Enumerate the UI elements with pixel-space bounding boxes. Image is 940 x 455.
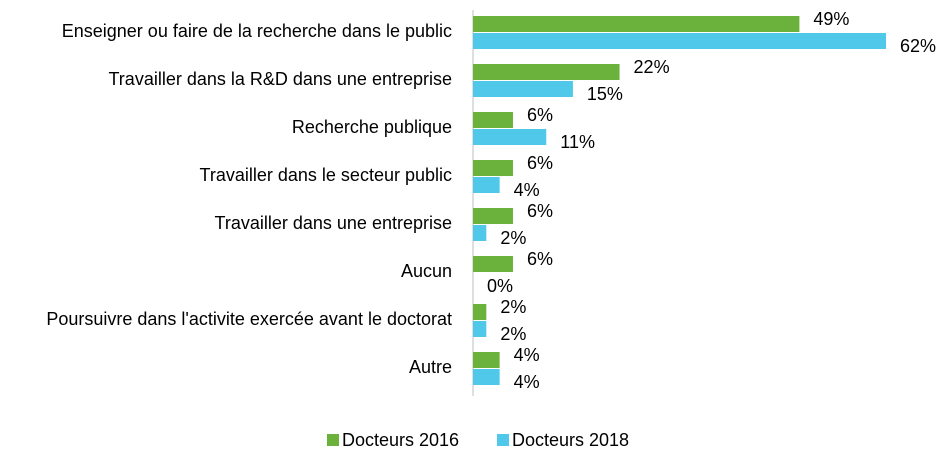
bar	[473, 369, 500, 385]
bar	[473, 321, 487, 337]
value-label: 6%	[527, 249, 553, 269]
bar	[473, 225, 487, 241]
value-label: 2%	[500, 228, 526, 248]
value-label: 22%	[634, 57, 670, 77]
bar	[473, 352, 500, 368]
legend-swatch	[497, 434, 509, 446]
category-label: Travailler dans le secteur public	[200, 165, 452, 185]
value-label: 6%	[527, 201, 553, 221]
value-label: 6%	[527, 105, 553, 125]
bar	[473, 160, 513, 176]
value-label: 2%	[500, 297, 526, 317]
category-label: Autre	[409, 357, 452, 377]
legend-label: Docteurs 2018	[512, 430, 629, 450]
bar	[473, 112, 513, 128]
bar	[473, 16, 800, 32]
bar	[473, 304, 487, 320]
value-label: 2%	[500, 324, 526, 344]
value-label: 11%	[560, 132, 595, 152]
legend-swatch	[327, 434, 339, 446]
category-label: Recherche publique	[292, 117, 452, 137]
bar	[473, 129, 547, 145]
category-label: Travailler dans une entreprise	[215, 213, 452, 233]
value-label: 0%	[487, 276, 513, 296]
legend-label: Docteurs 2016	[342, 430, 459, 450]
category-label: Travailler dans la R&D dans une entrepri…	[108, 69, 452, 89]
category-label: Poursuivre dans l'activite exercée avant…	[46, 309, 452, 329]
value-label: 62%	[900, 36, 936, 56]
category-label: Enseigner ou faire de la recherche dans …	[62, 21, 452, 41]
bar	[473, 64, 620, 80]
bar	[473, 81, 573, 97]
bar	[473, 33, 886, 49]
value-label: 15%	[587, 84, 623, 104]
bar	[473, 177, 500, 193]
value-label: 4%	[514, 345, 540, 365]
value-label: 4%	[514, 180, 540, 200]
value-label: 6%	[527, 153, 553, 173]
value-label: 4%	[514, 372, 540, 392]
bar	[473, 256, 513, 272]
bar	[473, 208, 513, 224]
value-label: 49%	[813, 9, 849, 29]
category-label: Aucun	[401, 261, 452, 281]
